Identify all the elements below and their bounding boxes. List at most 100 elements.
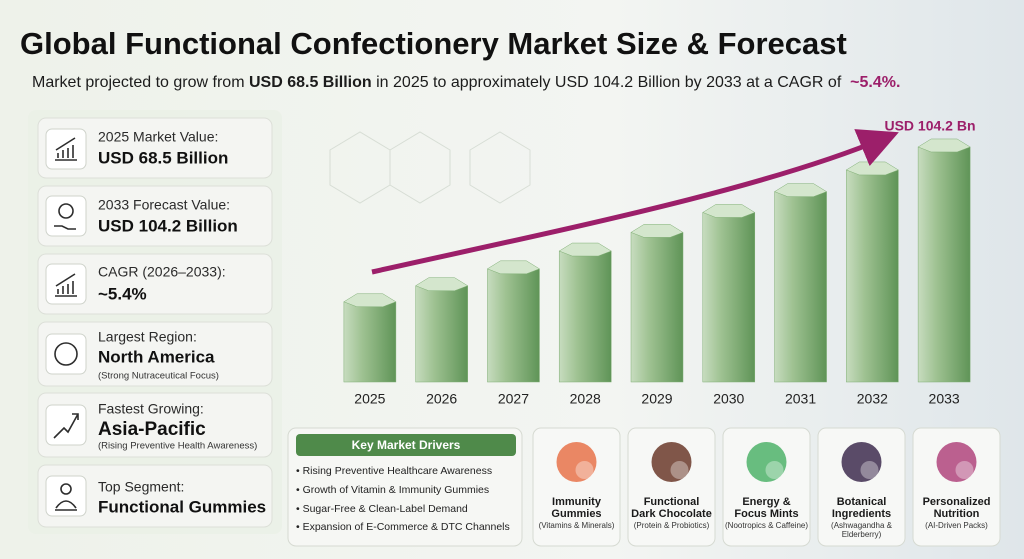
- segment-name: Gummies: [551, 508, 601, 520]
- segment-icon: [556, 442, 597, 482]
- subtitle-part: in 2025 to approximately USD 104.2 Billi…: [372, 74, 850, 91]
- card-bg: [37, 185, 273, 247]
- bar: [702, 212, 756, 383]
- segment-name: Functional: [644, 496, 700, 508]
- segment-note: Elderberry): [842, 530, 882, 539]
- card-bg: [37, 464, 273, 528]
- card-bg: [37, 321, 273, 387]
- icon-box: [45, 195, 87, 237]
- bar: [917, 146, 971, 383]
- x-tick-label: 2025: [354, 391, 385, 407]
- segment-note: (Ashwagandha &: [831, 521, 893, 530]
- segment-name: Dark Chocolate: [631, 508, 712, 520]
- bar-cap: [630, 224, 684, 238]
- segment-name: Nutrition: [934, 508, 980, 520]
- bar: [343, 301, 397, 383]
- bar-cap: [702, 204, 756, 218]
- stat-value: North America: [98, 347, 215, 366]
- stat-value: USD 68.5 Billion: [98, 148, 228, 167]
- bar-cap: [486, 260, 541, 275]
- driver-item: • Expansion of E-Commerce & DTC Channels: [296, 521, 510, 533]
- segment-icon: [841, 442, 882, 482]
- icon: [55, 137, 77, 161]
- x-tick-label: 2033: [929, 391, 960, 407]
- stat-value: USD 104.2 Billion: [98, 216, 238, 235]
- x-tick-label: 2026: [426, 391, 457, 407]
- icon-box: [45, 404, 87, 446]
- drivers-box: Key Market Drivers • Rising Preventive H…: [287, 427, 523, 547]
- bar-cap: [917, 138, 971, 153]
- segment-card: [532, 427, 621, 547]
- x-tick-label: 2030: [713, 391, 744, 407]
- stat-label: CAGR (2026–2033):: [98, 264, 226, 280]
- icon: [54, 342, 78, 366]
- bar-cap: [415, 277, 469, 291]
- stat-note: (Rising Preventive Health Awareness): [98, 441, 257, 452]
- segment-card: [627, 427, 716, 547]
- subtitle-part: Market projected to grow from: [32, 74, 249, 91]
- segment-name: Botanical: [837, 496, 887, 508]
- segment-name: Personalized: [923, 496, 991, 508]
- drivers-header-bg: [296, 434, 516, 456]
- segment-card: [817, 427, 906, 547]
- segment-icon: [955, 461, 974, 479]
- segment-card: [722, 427, 811, 547]
- stat-label: Largest Region:: [98, 329, 197, 345]
- drivers-title: Key Market Drivers: [352, 438, 461, 452]
- bar: [846, 169, 899, 383]
- segment-icon: [746, 442, 787, 482]
- stat-card: Fastest Growing: Asia-Pacific (Rising Pr…: [37, 392, 273, 458]
- stat-card: Top Segment: Functional Gummies: [37, 464, 273, 528]
- segment-icon: [670, 461, 689, 479]
- segment-name: Focus Mints: [734, 508, 798, 520]
- driver-item: • Sugar-Free & Clean-Label Demand: [296, 503, 468, 515]
- stat-value: Asia-Pacific: [98, 419, 206, 440]
- stat-card: CAGR (2026–2033): ~5.4%: [37, 253, 273, 315]
- bar-chart: 2025 2026 2027 2028 2029 2030 2031 2032 2033: [343, 138, 971, 407]
- icon: [58, 203, 74, 219]
- subtitle-part: ~5.4%.: [850, 74, 900, 91]
- stat-value: Functional Gummies: [98, 497, 266, 516]
- driver-item: • Growth of Vitamin & Immunity Gummies: [296, 484, 489, 496]
- x-tick-label: 2031: [785, 391, 816, 407]
- bar: [630, 232, 684, 383]
- card-bg: [37, 392, 273, 458]
- drivers-bg: [287, 427, 523, 547]
- subtitle: Market projected to grow from USD 68.5 B…: [32, 74, 900, 91]
- bar-cap: [343, 293, 397, 308]
- segment-note: (Vitamins & Minerals): [539, 521, 615, 530]
- icon-box: [45, 333, 87, 375]
- icon-box: [45, 475, 87, 517]
- segment-icon: [765, 461, 784, 479]
- stat-card: 2025 Market Value: USD 68.5 Billion: [37, 117, 273, 179]
- x-tick-label: 2029: [641, 391, 672, 407]
- bar: [774, 191, 827, 383]
- card-bg: [37, 117, 273, 179]
- segment-note: (Protein & Probiotics): [634, 521, 710, 530]
- bar: [487, 268, 540, 383]
- subtitle-part: USD 68.5 Billion: [249, 74, 372, 91]
- icon: [53, 413, 79, 439]
- title: Global Functional Confectionery Market S…: [20, 26, 847, 61]
- segment-card: [912, 427, 1001, 547]
- segment-name: Ingredients: [832, 508, 891, 520]
- stat-label: Fastest Growing:: [98, 401, 204, 417]
- segment-note: (AI-Driven Packs): [925, 521, 988, 530]
- icon: [60, 483, 72, 495]
- stat-card: Largest Region: North America (Strong Nu…: [37, 321, 273, 387]
- card-bg: [37, 253, 273, 315]
- segment-icon: [936, 442, 977, 482]
- segment-name: Energy &: [742, 496, 790, 508]
- growth-arrow: [371, 129, 899, 275]
- stat-value: ~5.4%: [98, 284, 147, 303]
- x-tick-label: 2032: [857, 391, 888, 407]
- bar: [558, 250, 612, 383]
- icon-box: [45, 263, 87, 305]
- icon: [55, 500, 77, 511]
- segment-note: (Nootropics & Caffeine): [725, 521, 808, 530]
- bar-cap: [773, 183, 828, 197]
- stat-label: 2025 Market Value:: [98, 129, 218, 145]
